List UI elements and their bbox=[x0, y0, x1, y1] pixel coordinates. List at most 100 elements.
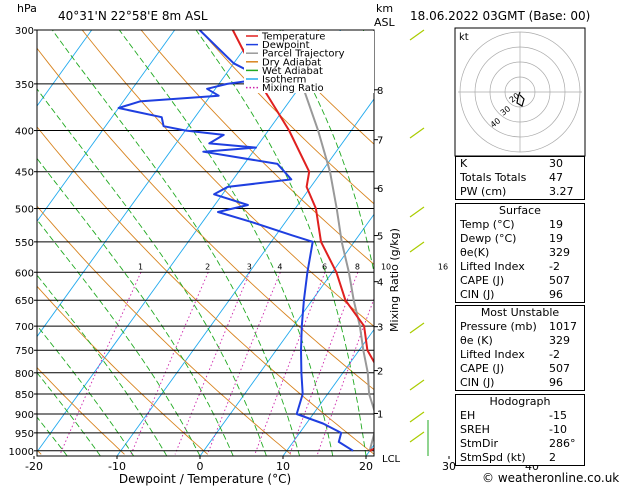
mixing-ratio-label: 4 bbox=[277, 262, 282, 271]
index-row: K 30 bbox=[456, 157, 584, 171]
y-axis-title: Mixing Ratio (g/kg) bbox=[388, 228, 401, 332]
wind-barbs bbox=[409, 29, 429, 456]
wet-adiabat bbox=[279, 30, 374, 275]
indices-table: K 30 Totals Totals 47 PW (cm) 3.27 bbox=[455, 156, 585, 200]
most-unstable-title: Most Unstable bbox=[480, 306, 560, 319]
index-key: EH bbox=[460, 409, 476, 422]
isotherm bbox=[199, 213, 374, 456]
index-value: -15 bbox=[549, 409, 567, 422]
dry-adiabat bbox=[37, 366, 125, 455]
isotherm bbox=[0, 30, 9, 456]
hpa-label: hPa bbox=[17, 2, 37, 15]
index-key: CIN (J) bbox=[460, 288, 495, 301]
index-key: θe (K) bbox=[460, 334, 493, 347]
wet-adiabat bbox=[37, 371, 101, 456]
index-row: CIN (J) 96 bbox=[456, 376, 584, 390]
index-row: PW (cm) 3.27 bbox=[456, 185, 584, 199]
wind-barb bbox=[409, 206, 425, 218]
height-axis: 8 7 6 5 4 3 2 1 bbox=[374, 86, 383, 420]
pressure-tick-label: 950 bbox=[15, 429, 34, 440]
index-row: θe (K) 329 bbox=[456, 334, 584, 348]
datetime-title: 18.06.2022 03GMT (Base: 00) bbox=[410, 9, 590, 23]
mixing-ratio-label: 6 bbox=[322, 262, 327, 271]
most-unstable-table: Most Unstable Pressure (mb) 1017 θe (K) 329… bbox=[455, 305, 585, 391]
legend-label: Dry Adiabat bbox=[262, 57, 321, 68]
pressure-tick-label: 850 bbox=[15, 390, 34, 401]
hodograph-unit: kt bbox=[459, 32, 469, 43]
index-value: -2 bbox=[549, 260, 560, 273]
index-value: 19 bbox=[549, 232, 563, 245]
isotherm bbox=[37, 30, 342, 453]
mixing-ratio-line bbox=[289, 272, 359, 455]
height-tick-label: 5 bbox=[377, 232, 383, 243]
pressure-tick-label: 400 bbox=[15, 127, 34, 138]
index-value: 1017 bbox=[549, 320, 577, 333]
footer-credit: © weatheronline.co.uk bbox=[482, 471, 619, 485]
mixing-ratio-labels: 12346810162025 bbox=[138, 262, 504, 271]
index-value: 47 bbox=[549, 171, 563, 184]
index-key: Lifted Index bbox=[460, 348, 525, 361]
isotherm bbox=[116, 98, 374, 456]
index-key: Lifted Index bbox=[460, 260, 525, 273]
wind-barb bbox=[409, 322, 425, 334]
index-row: SREH -10 bbox=[456, 423, 584, 437]
index-value: 507 bbox=[549, 274, 570, 287]
index-key: Temp (°C) bbox=[460, 218, 515, 231]
pressure-tick-label: 500 bbox=[15, 205, 34, 216]
km-label: km bbox=[376, 2, 393, 15]
mixing-ratio-line bbox=[174, 272, 251, 455]
index-row: CAPE (J) 507 bbox=[456, 274, 584, 288]
temperature-line bbox=[231, 30, 374, 452]
height-tick-label: 8 bbox=[377, 86, 383, 97]
index-key: Pressure (mb) bbox=[460, 320, 537, 333]
wind-barb bbox=[409, 127, 425, 139]
index-key: CAPE (J) bbox=[460, 274, 505, 287]
x-axis-title: Dewpoint / Temperature (°C) bbox=[119, 472, 291, 486]
isobar-lines bbox=[37, 30, 374, 452]
parcel-trajectory-line bbox=[281, 30, 374, 452]
lcl-label: LCL bbox=[382, 454, 401, 465]
legend-label: Parcel Trajectory bbox=[262, 49, 345, 60]
wet-adiabat bbox=[118, 30, 334, 456]
pressure-tick-label: 550 bbox=[15, 238, 34, 249]
index-key: K bbox=[460, 157, 468, 170]
height-tick-label: 2 bbox=[377, 367, 383, 378]
wind-barb bbox=[409, 379, 425, 391]
index-key: CAPE (J) bbox=[460, 362, 505, 375]
index-key: θe(K) bbox=[460, 246, 490, 259]
hodograph-trace bbox=[516, 91, 525, 107]
index-value: 329 bbox=[549, 246, 570, 259]
profile-lines bbox=[117, 30, 374, 452]
wind-barb bbox=[409, 411, 425, 423]
temperature-tick-label: -10 bbox=[108, 460, 126, 473]
pressure-axis: 300 350 400 450 500 550 600 650 700 750 800 850 900 9… bbox=[9, 26, 37, 458]
index-row: CIN (J) 96 bbox=[456, 288, 584, 302]
temperature-tick-label: -20 bbox=[25, 460, 43, 473]
mixing-ratio-label: 16 bbox=[438, 262, 448, 271]
pressure-tick-label: 800 bbox=[15, 369, 34, 380]
mixing-ratio-lines bbox=[59, 272, 374, 455]
height-tick-label: 1 bbox=[377, 409, 383, 420]
index-key: SREH bbox=[460, 423, 490, 436]
mixing-ratio-label: 8 bbox=[355, 262, 360, 271]
legend-box bbox=[244, 31, 374, 93]
height-tick-label: 3 bbox=[377, 323, 383, 334]
mixing-ratio-label: 3 bbox=[247, 262, 252, 271]
pressure-tick-label: 900 bbox=[15, 410, 34, 421]
index-row: Lifted Index -2 bbox=[456, 260, 584, 274]
height-tick-label: 7 bbox=[377, 136, 383, 147]
pressure-tick-label: 350 bbox=[15, 80, 34, 91]
index-key: CIN (J) bbox=[460, 376, 495, 389]
wet-adiabat bbox=[37, 157, 234, 456]
temperature-tick-label: 20 bbox=[359, 460, 373, 473]
mixing-ratio-line bbox=[317, 297, 374, 455]
pressure-tick-label: 1000 bbox=[9, 447, 34, 458]
wet-adiabat bbox=[37, 219, 201, 456]
asl-label: ASL bbox=[374, 16, 396, 29]
mixing-ratio-line bbox=[130, 272, 209, 455]
index-row: Totals Totals 47 bbox=[456, 171, 584, 185]
